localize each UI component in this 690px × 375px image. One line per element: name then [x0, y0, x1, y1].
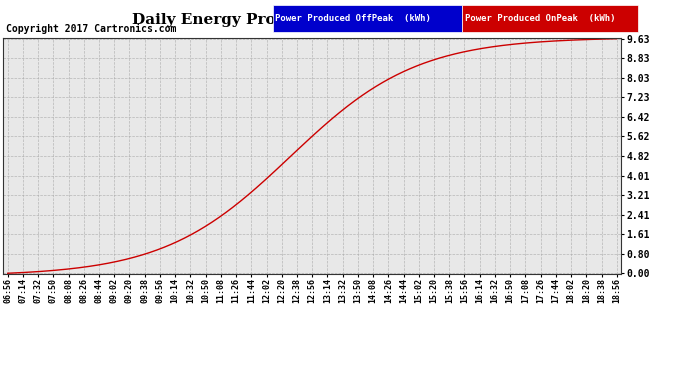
Text: Copyright 2017 Cartronics.com: Copyright 2017 Cartronics.com: [6, 24, 176, 34]
Text: Daily Energy Production Fri Mar 24 18:56: Daily Energy Production Fri Mar 24 18:56: [132, 13, 489, 27]
Text: Power Produced OffPeak  (kWh): Power Produced OffPeak (kWh): [275, 14, 431, 23]
Text: Power Produced OnPeak  (kWh): Power Produced OnPeak (kWh): [465, 14, 615, 23]
